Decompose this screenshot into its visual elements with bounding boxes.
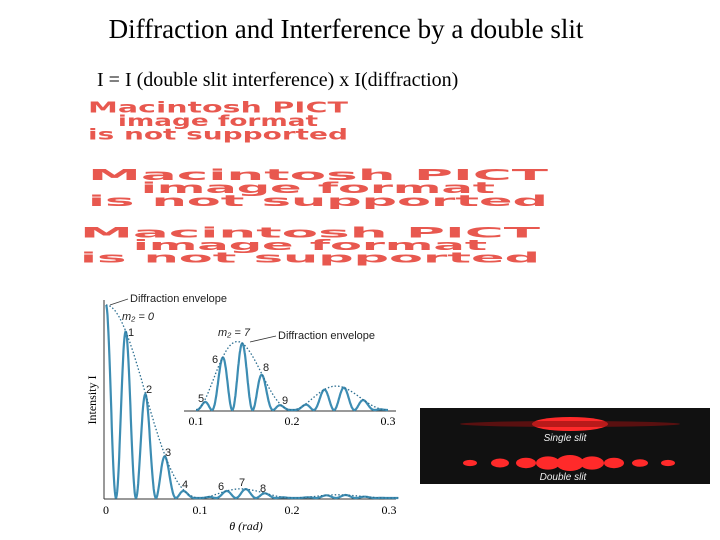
slide-title: Diffraction and Interference by a double…	[109, 14, 584, 44]
inset-x-tick-label: 0.3	[381, 414, 396, 428]
inset-intensity-curve	[196, 342, 388, 412]
order-label: 4	[182, 479, 188, 491]
photo-label: Single slit	[544, 433, 588, 444]
inset-order-label: 5	[198, 393, 204, 405]
pict-placeholder: Macintosh PICT	[88, 99, 349, 117]
inset-x-tick-label: 0.1	[189, 414, 204, 428]
double-slit-spot	[463, 459, 477, 467]
inset-order-label: 8	[263, 362, 269, 374]
double-slit-spot	[556, 455, 584, 471]
order-label: 6	[218, 481, 224, 493]
inset-envelope-label: Diffraction envelope	[278, 330, 375, 342]
order-label: 3	[165, 447, 171, 459]
order-label: 7	[239, 477, 245, 489]
double-slit-spot	[632, 459, 648, 467]
double-slit-spot	[536, 456, 560, 470]
x-tick-label: 0	[103, 503, 109, 517]
x-tick-label: 0.2	[285, 503, 300, 517]
x-tick-label: 0.3	[382, 503, 397, 517]
double-slit-spot	[516, 457, 536, 469]
order-label: 1	[128, 327, 134, 339]
order-label: 8	[260, 483, 266, 495]
inset-x-tick-label: 0.2	[285, 414, 300, 428]
photo-label: Double slit	[540, 472, 588, 483]
y-axis-label: Intensity I	[85, 376, 99, 425]
double-slit-spot	[604, 457, 624, 469]
pict-placeholder: image format	[133, 238, 487, 254]
inset-order-label: m₂ = 7	[218, 327, 251, 339]
pict-placeholder: Macintosh PICT	[80, 226, 540, 242]
inset-order-label: 9	[282, 395, 288, 407]
pict-placeholder: is not supported	[88, 192, 548, 210]
pict-placeholder: Macintosh PICT	[88, 166, 551, 184]
inset-envelope-pointer	[249, 335, 277, 343]
pict-placeholder: is not supported	[88, 126, 348, 144]
double-slit-spot	[491, 458, 509, 468]
x-axis-label: θ (rad)	[229, 519, 263, 533]
slide-subtitle: I = I (double slit interference) x I(dif…	[97, 69, 458, 91]
order-label: 2	[146, 384, 152, 396]
double-slit-spot	[661, 459, 675, 467]
inset-order-label: 6	[212, 354, 218, 366]
inset-envelope-curve	[196, 340, 388, 411]
pict-placeholder: is not supported	[80, 251, 540, 267]
envelope-curve	[106, 304, 399, 499]
envelope-label: Diffraction envelope	[130, 293, 227, 305]
x-tick-label: 0.1	[193, 503, 208, 517]
single-slit-glow	[460, 421, 680, 427]
photo-spots	[460, 417, 680, 471]
pict-placeholder: image format	[118, 112, 319, 130]
double-slit-spot	[580, 456, 604, 470]
intensity-curve	[104, 304, 399, 500]
envelope-pointer	[109, 298, 129, 306]
order-label: m₂ = 0	[122, 311, 155, 323]
pict-placeholder: image format	[141, 179, 495, 197]
